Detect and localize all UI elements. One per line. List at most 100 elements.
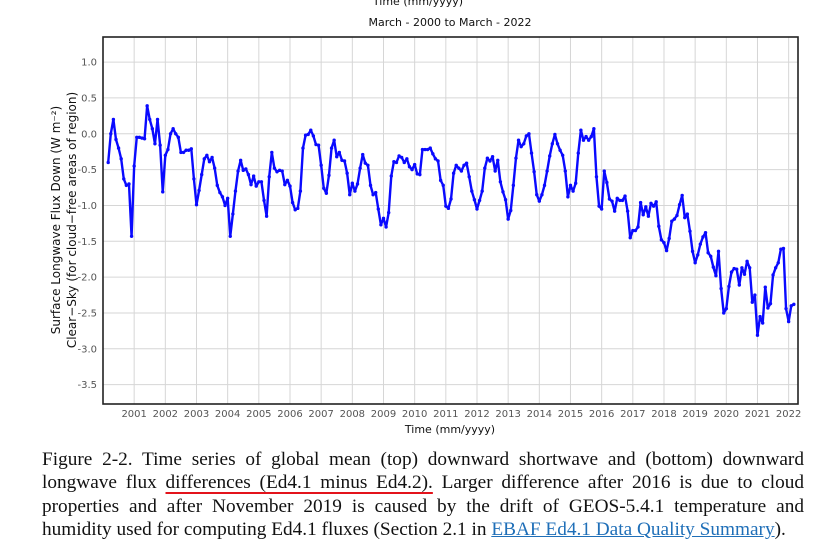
data-point xyxy=(542,183,547,188)
y-axis-ticks: 1.0 0.5 0.0 -0.5 -1.0 -1.5 -2.0 -2.5 -3.0 -3.5 xyxy=(77,58,97,392)
data-point xyxy=(311,134,316,138)
x-tick-label: 2001 xyxy=(121,409,146,420)
data-point xyxy=(737,283,742,287)
data-point xyxy=(197,188,201,193)
data-point xyxy=(314,142,318,147)
data-point xyxy=(363,161,368,165)
data-point xyxy=(475,207,479,211)
data-point xyxy=(597,204,601,208)
data-point xyxy=(319,163,323,168)
data-point xyxy=(166,147,170,152)
data-point xyxy=(529,151,534,155)
data-point xyxy=(745,259,749,264)
data-point xyxy=(659,238,664,242)
figure-caption: Figure 2-2. Time series of global mean (… xyxy=(42,448,804,541)
data-point xyxy=(519,144,523,149)
data-point xyxy=(140,136,144,140)
data-point xyxy=(732,266,736,271)
data-point xyxy=(106,160,110,165)
data-point xyxy=(742,272,747,276)
data-point xyxy=(218,190,222,195)
data-point xyxy=(418,172,422,177)
data-point xyxy=(644,205,648,209)
data-point xyxy=(272,166,277,170)
series-line xyxy=(106,104,795,337)
data-point xyxy=(568,183,573,188)
data-point xyxy=(768,301,773,306)
data-point xyxy=(428,146,432,150)
data-point xyxy=(485,156,490,160)
data-point xyxy=(740,266,744,270)
data-point xyxy=(187,148,191,152)
data-point xyxy=(672,217,677,221)
x-tick-label: 2002 xyxy=(153,409,178,420)
data-point xyxy=(249,182,253,187)
data-point xyxy=(238,158,243,162)
data-point xyxy=(784,306,788,311)
data-point xyxy=(332,138,336,142)
data-point xyxy=(231,212,235,216)
y-tick-label: -2.5 xyxy=(77,308,97,319)
data-point xyxy=(111,117,116,122)
data-point xyxy=(402,160,406,165)
data-point xyxy=(148,117,152,122)
data-point xyxy=(254,184,258,188)
data-point xyxy=(555,142,560,146)
data-point xyxy=(501,190,505,194)
data-point xyxy=(335,155,339,159)
data-point xyxy=(246,172,251,177)
data-point xyxy=(215,183,219,188)
data-point xyxy=(693,261,697,265)
data-point xyxy=(610,199,614,203)
data-point xyxy=(267,175,271,179)
data-point xyxy=(392,160,396,164)
data-point xyxy=(371,192,375,197)
data-point xyxy=(127,182,131,186)
data-point xyxy=(477,198,482,203)
data-point xyxy=(259,180,264,184)
data-point xyxy=(389,174,393,178)
data-point xyxy=(675,213,679,218)
x-tick-label: 2014 xyxy=(527,409,552,420)
data-point xyxy=(205,153,209,157)
x-tick-label: 2004 xyxy=(215,409,240,420)
data-point xyxy=(620,198,625,203)
data-point xyxy=(670,219,674,223)
data-quality-summary-link[interactable]: EBAF Ed4.1 Data Quality Summary xyxy=(491,518,775,540)
data-point xyxy=(615,196,619,200)
data-point xyxy=(714,273,718,278)
data-point xyxy=(212,166,217,170)
data-point xyxy=(576,151,580,155)
data-point xyxy=(379,223,383,227)
data-point xyxy=(410,167,414,172)
data-point xyxy=(696,253,700,257)
data-point xyxy=(553,132,557,137)
data-point xyxy=(480,189,484,193)
data-point xyxy=(358,166,362,170)
data-point xyxy=(405,157,409,161)
x-tick-label: 2011 xyxy=(433,409,458,420)
data-point xyxy=(581,138,586,142)
data-point xyxy=(750,300,754,304)
data-point xyxy=(638,200,643,205)
data-point xyxy=(309,128,313,132)
data-point xyxy=(727,284,731,289)
data-point xyxy=(251,174,256,178)
y-tick-label: -3.0 xyxy=(77,344,97,355)
data-point xyxy=(163,153,168,157)
data-point xyxy=(361,152,365,157)
data-point xyxy=(228,234,232,238)
data-point xyxy=(628,236,632,240)
data-point xyxy=(348,192,352,197)
data-point xyxy=(262,198,266,203)
data-point xyxy=(324,191,329,195)
data-point xyxy=(506,217,510,221)
data-point xyxy=(296,206,300,211)
data-point xyxy=(701,235,705,239)
data-point xyxy=(540,192,544,197)
data-point xyxy=(132,164,136,168)
data-point xyxy=(454,163,458,168)
x-tick-label: 2015 xyxy=(558,409,583,420)
x-tick-label: 2019 xyxy=(682,409,707,420)
data-point xyxy=(483,166,487,170)
